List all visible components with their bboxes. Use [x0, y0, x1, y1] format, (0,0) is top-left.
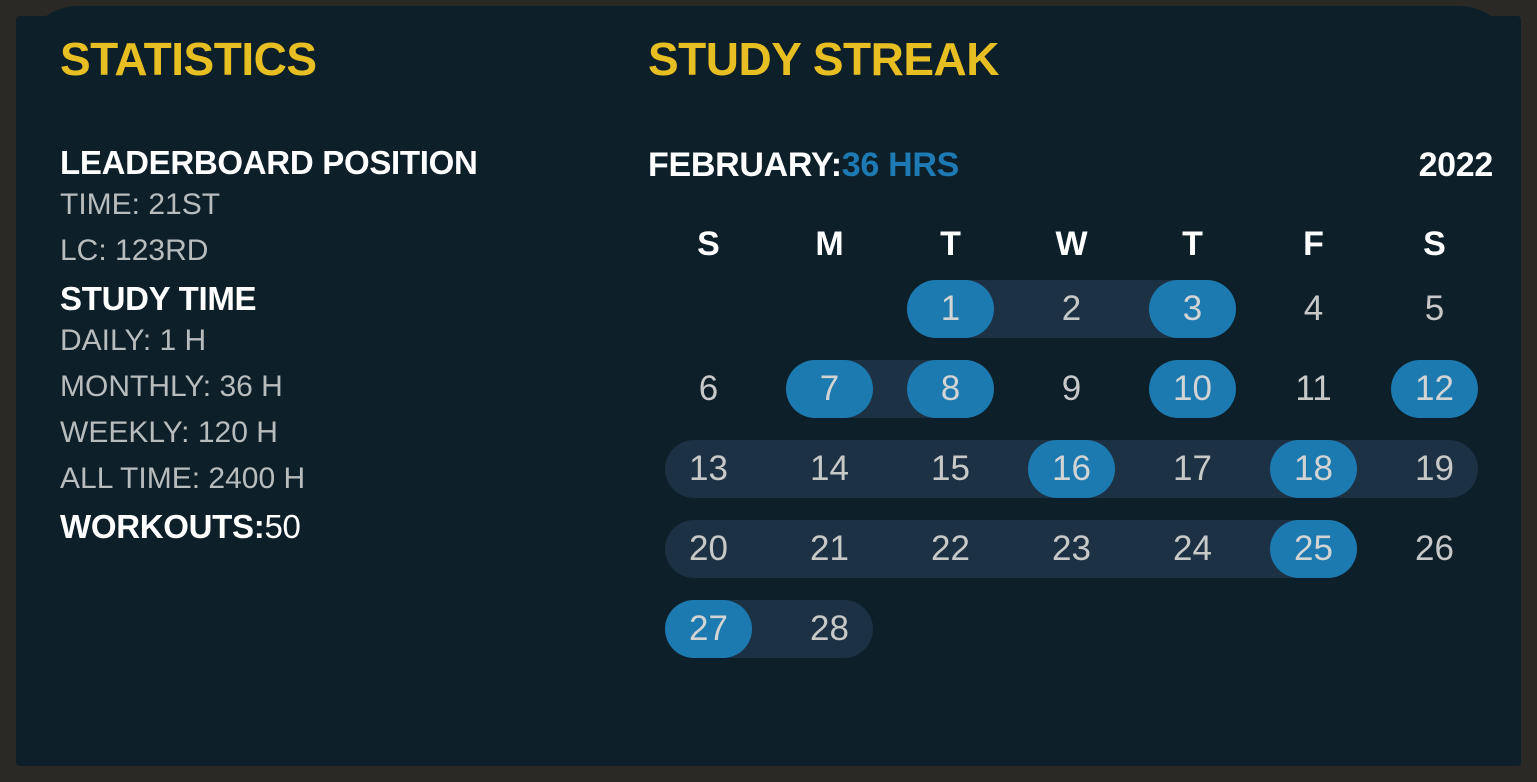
calendar-day-active[interactable]: 7 — [769, 360, 890, 418]
calendar-day[interactable]: 4 — [1253, 280, 1374, 338]
calendar-dow-4: T — [1182, 224, 1203, 263]
calendar-week-row: 27 28 — [648, 590, 1495, 670]
calendar-day-number: 11 — [1295, 369, 1332, 408]
calendar-dow-1: M — [815, 224, 844, 263]
calendar-day[interactable]: 9 — [1011, 360, 1132, 418]
calendar-day-active[interactable]: 27 — [648, 600, 769, 658]
calendar-day-number: 15 — [931, 449, 970, 488]
workouts-value: 50 — [264, 508, 301, 545]
calendar-week-row: 6 7 8 9 10 11 12 — [648, 350, 1495, 430]
calendar-dow-6: S — [1423, 224, 1446, 263]
calendar-day[interactable]: 13 — [648, 440, 769, 498]
calendar-day[interactable]: 5 — [1374, 280, 1495, 338]
calendar-dow-0: S — [697, 224, 720, 263]
calendar-day-number: 4 — [1303, 289, 1324, 328]
calendar-day-number: 13 — [689, 449, 728, 488]
calendar-day[interactable]: 20 — [648, 520, 769, 578]
statistics-line: LC: 123RD — [60, 234, 209, 267]
workouts-row: WORKOUTS:50 — [60, 510, 640, 543]
statistics-group-heading: STUDY TIME — [60, 280, 257, 317]
calendar-day-number: 24 — [1173, 529, 1212, 568]
calendar-day-active[interactable]: 1 — [890, 280, 1011, 338]
calendar-day[interactable]: 2 — [1011, 280, 1132, 338]
card-columns: STATISTICS LEADERBOARD POSITION TIME: 21S… — [22, 6, 1515, 756]
calendar-day-number: 26 — [1415, 529, 1454, 568]
calendar-day[interactable]: 22 — [890, 520, 1011, 578]
calendar-day-number: 20 — [689, 529, 728, 568]
statistics-groups: LEADERBOARD POSITION TIME: 21ST LC: 123RD S… — [60, 146, 640, 494]
statistics-group: LEADERBOARD POSITION TIME: 21ST LC: 123RD — [60, 146, 640, 266]
statistics-group: STUDY TIME DAILY: 1 H MONTHLY: 36 H WEEKLY:… — [60, 282, 640, 494]
calendar-day-number: 19 — [1415, 449, 1454, 488]
calendar-day-number: 16 — [1028, 440, 1115, 498]
calendar-week-row: 20 21 22 23 24 25 26 — [648, 510, 1495, 590]
calendar-day-number: 9 — [1061, 369, 1082, 408]
calendar-day-number: 28 — [810, 609, 849, 648]
calendar-day[interactable]: 17 — [1132, 440, 1253, 498]
calendar-day-active[interactable]: 25 — [1253, 520, 1374, 578]
calendar-day[interactable]: 23 — [1011, 520, 1132, 578]
calendar-day-active[interactable]: 16 — [1011, 440, 1132, 498]
streak-track — [665, 520, 1357, 578]
calendar-day-number: 6 — [698, 369, 719, 408]
calendar-day-active[interactable]: 18 — [1253, 440, 1374, 498]
calendar-week-row: 1 2 3 4 5 — [648, 270, 1495, 350]
calendar-day-number: 8 — [907, 360, 994, 418]
calendar-dow-5: F — [1303, 224, 1324, 263]
calendar-day-active[interactable]: 12 — [1374, 360, 1495, 418]
calendar-day-active[interactable]: 3 — [1132, 280, 1253, 338]
calendar-week-row: 13 14 15 16 17 18 19 — [648, 430, 1495, 510]
statistics-line: DAILY: 1 H — [60, 324, 207, 357]
calendar-day-number: 3 — [1149, 280, 1236, 338]
calendar-day-number: 10 — [1149, 360, 1236, 418]
calendar-day[interactable]: 15 — [890, 440, 1011, 498]
streak-month-line: FEBRUARY:36 HRS — [648, 146, 959, 185]
statistics-title: STATISTICS — [60, 33, 317, 85]
streak-month-label: FEBRUARY: — [648, 146, 842, 184]
calendar-day-number: 14 — [810, 449, 849, 488]
statistics-line: ALL TIME: 2400 H — [60, 462, 306, 495]
calendar-day-number: 2 — [1061, 289, 1082, 328]
calendar-day-number: 5 — [1424, 289, 1445, 328]
calendar-day-number: 18 — [1270, 440, 1357, 498]
workouts-label: WORKOUTS: — [60, 508, 265, 545]
statistics-card: STATISTICS LEADERBOARD POSITION TIME: 21S… — [22, 6, 1515, 756]
streak-month-hours: 36 HRS — [841, 146, 960, 184]
calendar-day-number: 21 — [810, 529, 849, 568]
calendar-day-number: 17 — [1173, 449, 1212, 488]
calendar-day[interactable]: 11 — [1253, 360, 1374, 418]
statistics-line: TIME: 21ST — [60, 188, 221, 221]
calendar-day-number: 7 — [786, 360, 873, 418]
calendar-day-active[interactable]: 10 — [1132, 360, 1253, 418]
calendar-day-number: 25 — [1270, 520, 1357, 578]
statistics-column: STATISTICS LEADERBOARD POSITION TIME: 21S… — [60, 36, 640, 543]
calendar-day[interactable]: 6 — [648, 360, 769, 418]
calendar-weeks: 1 2 3 4 5 6 7 8 9 10 11 12 13 14 15 16 17 18 19 20 21 22 23 24 2… — [648, 270, 1493, 670]
statistics-group-heading: LEADERBOARD POSITION — [60, 144, 478, 181]
streak-year: 2022 — [1418, 146, 1494, 184]
streak-meta-row: FEBRUARY:36 HRS 2022 — [648, 146, 1493, 192]
calendar-day[interactable]: 19 — [1374, 440, 1495, 498]
calendar-day[interactable]: 28 — [769, 600, 890, 658]
calendar-day-number: 1 — [907, 280, 994, 338]
calendar-day[interactable]: 21 — [769, 520, 890, 578]
calendar-day-number: 23 — [1052, 529, 1091, 568]
calendar-day-number: 27 — [665, 600, 752, 658]
statistics-line: WEEKLY: 120 H — [60, 416, 278, 449]
calendar-day[interactable]: 26 — [1374, 520, 1495, 578]
calendar-day[interactable]: 14 — [769, 440, 890, 498]
calendar-day-active[interactable]: 8 — [890, 360, 1011, 418]
calendar-day-number: 12 — [1391, 360, 1478, 418]
statistics-line: MONTHLY: 36 H — [60, 370, 283, 403]
calendar-dow-3: W — [1055, 224, 1088, 263]
calendar-dow-2: T — [940, 224, 961, 263]
study-streak-title: STUDY STREAK — [648, 33, 999, 85]
calendar-day-number: 22 — [931, 529, 970, 568]
calendar-day[interactable]: 24 — [1132, 520, 1253, 578]
